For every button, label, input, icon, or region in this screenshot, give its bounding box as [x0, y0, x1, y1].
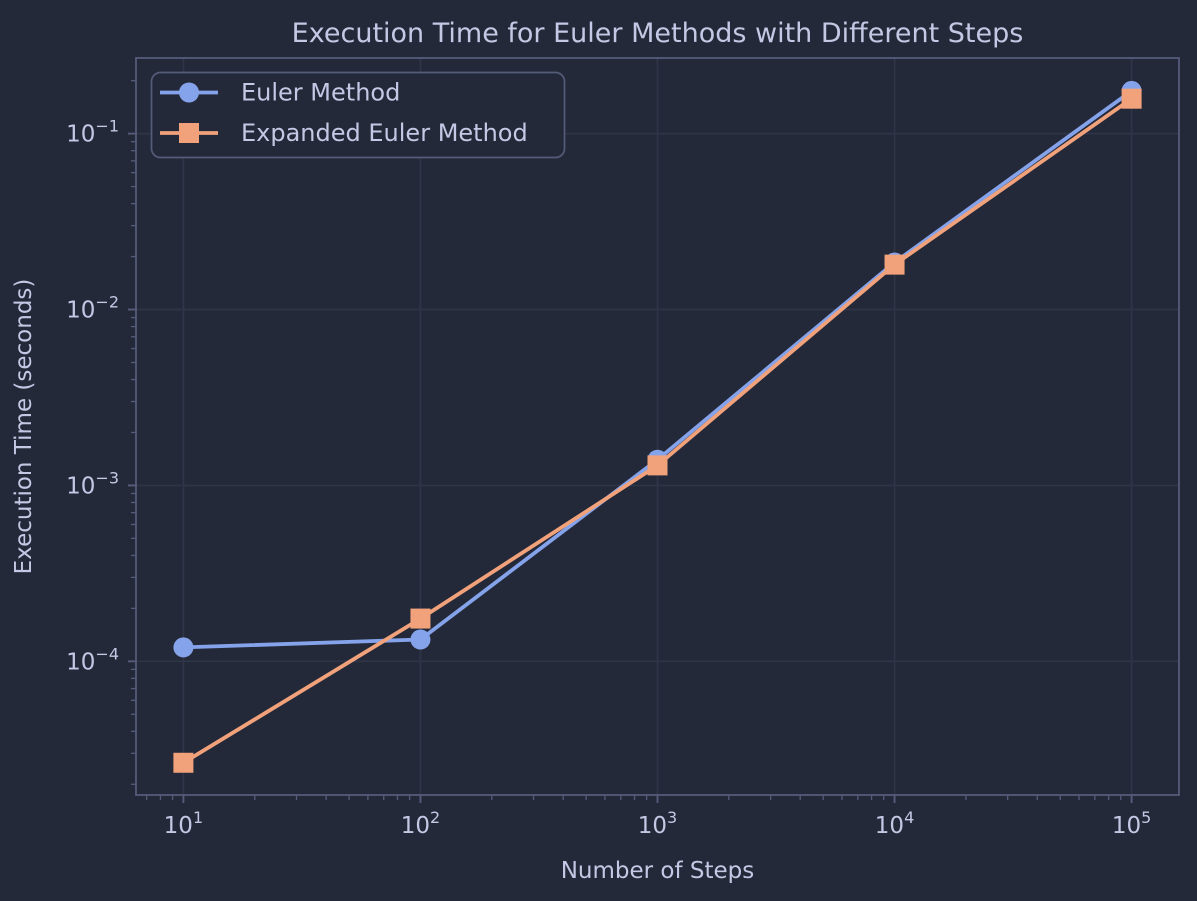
x-tick-label: 105: [1112, 808, 1151, 839]
legend-box: [150, 71, 566, 159]
tick-layer: [128, 80, 1133, 803]
legend-label-expanded-euler-method: Expanded Euler Method: [241, 119, 528, 147]
y-tick-label: 10−3: [66, 468, 119, 499]
expanded-euler-method-data-point: [1121, 88, 1142, 109]
y-axis-label: Execution Time (seconds): [11, 279, 37, 575]
expanded-euler-method-data-point: [173, 752, 194, 773]
legend-entry-euler-method: Euler Method: [160, 79, 400, 107]
series-layer: [173, 80, 1142, 773]
grid-layer: [136, 58, 1179, 795]
x-axis-label: Number of Steps: [561, 858, 755, 884]
euler-method-data-point: [173, 637, 194, 658]
x-tick-label: 104: [875, 808, 914, 839]
y-tick-label: 10−2: [66, 293, 119, 324]
y-tick-label: 10−4: [66, 644, 119, 675]
expanded-euler-method-data-point: [647, 455, 668, 476]
y-tick-label: 10−1: [66, 117, 119, 148]
tick-label-layer: 101 102 103 104 105 10−1 10−2 10−3 10−4: [66, 117, 1151, 839]
expanded-euler-method-data-point: [884, 254, 905, 275]
x-tick-label: 102: [401, 808, 440, 839]
circle-marker-icon: [179, 82, 199, 103]
expanded-euler-method-data-point: [410, 608, 431, 629]
x-tick-label: 103: [638, 808, 677, 839]
legend-entry-expanded-euler-method: Expanded Euler Method: [160, 119, 528, 147]
euler-method-data-point: [410, 629, 431, 650]
square-marker-icon: [179, 123, 199, 143]
x-tick-label: 101: [164, 808, 203, 839]
legend: Euler Method Expanded Euler Method: [150, 71, 566, 159]
chart-title: Execution Time for Euler Methods with Di…: [292, 18, 1024, 49]
legend-label-euler-method: Euler Method: [241, 79, 400, 107]
